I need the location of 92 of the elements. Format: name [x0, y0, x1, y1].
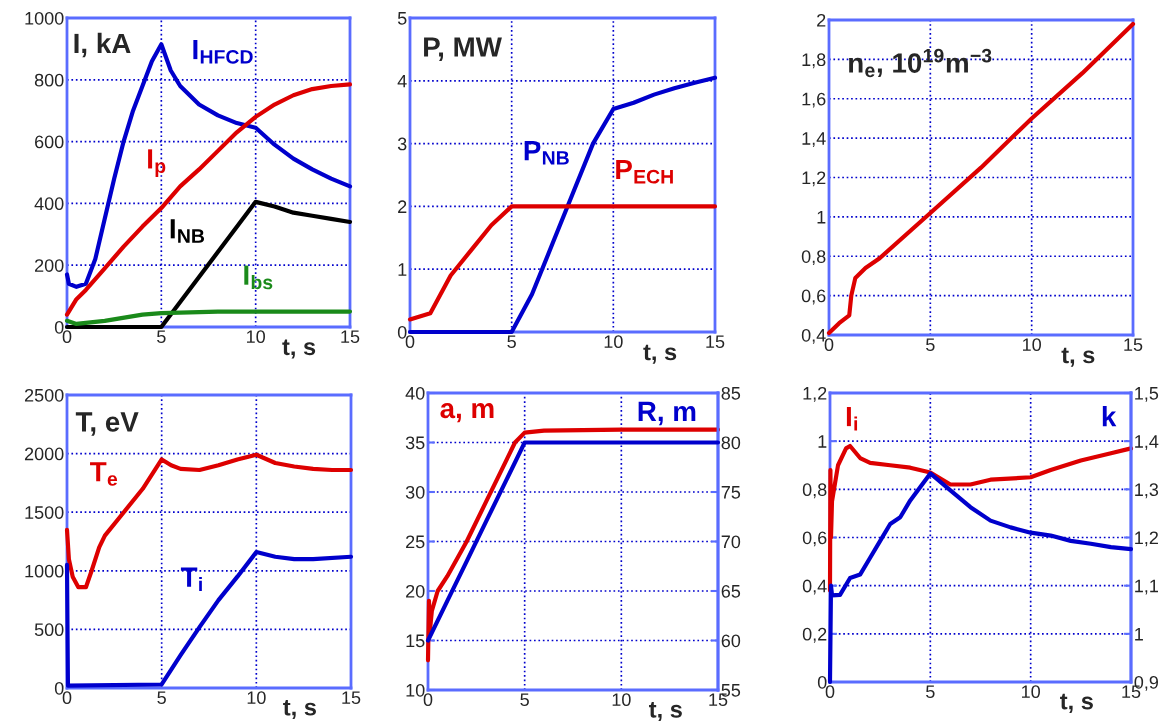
text: n$_{e}$, 10$^{19}$m$^{−3}$	[849, 48, 992, 78]
y2-tick-label: 1,5	[1135, 387, 1159, 402]
y-tick-label: 5	[397, 12, 407, 25]
y-tick-label: 1,2	[802, 171, 826, 187]
y-tick-label: 3	[397, 137, 407, 151]
x-tick-label: 15	[1124, 338, 1143, 352]
x-tick-label: 10	[604, 335, 623, 349]
y-tick-label: 1,4	[802, 132, 826, 147]
y-tick-label: 1	[817, 211, 826, 224]
y2-tick-label: 1,1	[1135, 579, 1158, 595]
text: k	[1102, 406, 1117, 427]
y-tick-label: 600	[35, 135, 64, 149]
y-tick-label: 0,6	[802, 531, 827, 547]
y-tick-label: 25	[406, 535, 425, 549]
text: T, eV	[75, 412, 139, 436]
y-tick-label: 800	[34, 73, 64, 87]
y2-tick-label: 85	[721, 386, 741, 400]
x-tick-label: 10	[1023, 338, 1041, 352]
y-tick-label: 1	[818, 435, 827, 448]
line-series	[64, 82, 353, 317]
y-tick-label: 2	[817, 13, 826, 27]
y-tick-label: 0,4	[801, 328, 826, 344]
y2-tick-label: 60	[721, 634, 741, 648]
y-tick-label: 4	[397, 74, 407, 88]
y-tick-label: 0,4	[802, 579, 827, 595]
series-label: I$_{p}$	[148, 149, 166, 177]
y-tick-label: 1500	[25, 506, 64, 519]
x-tick-label: 10	[247, 691, 266, 705]
y-tick-label: 35	[405, 436, 425, 450]
x-axis-title: t, s	[643, 344, 677, 364]
x-tick-label: 5	[926, 685, 935, 699]
x-tick-label: 10	[612, 693, 631, 707]
y-tick-label: 400	[34, 197, 64, 211]
x-axis-title: t, s	[1061, 347, 1095, 367]
y2-tick-label: 80	[721, 436, 741, 450]
series-label: T$_{e}$	[90, 462, 118, 486]
series-label: R, m	[638, 401, 696, 426]
line-series	[64, 452, 354, 590]
y-tick-label: 0	[54, 320, 64, 334]
y-tick-label: 2000	[24, 447, 64, 461]
x-tick-label: 15	[706, 335, 725, 349]
y-tick-label: 30	[405, 485, 425, 499]
chart-title: I, kA	[74, 32, 131, 58]
y-tick-label: 15	[406, 634, 425, 648]
y-tick-label: 1,6	[802, 92, 826, 108]
y2-tick-label: 75	[721, 486, 741, 499]
x-tick-label: 5	[507, 335, 516, 349]
x-tick-label: 5	[926, 338, 935, 352]
y-tick-label: 0,6	[801, 289, 826, 305]
x-tick-label: 5	[520, 693, 529, 707]
series-label: I$_{i}$	[846, 407, 858, 431]
line-series	[827, 443, 1134, 593]
y-tick-label: 1,2	[803, 386, 827, 402]
series-label: P$_{ECH}$	[616, 159, 673, 184]
y-tick-label: 40	[405, 386, 425, 400]
x-tick-label: 5	[157, 691, 166, 705]
y-tick-label: 2500	[24, 388, 64, 402]
x-tick-label: 10	[1022, 685, 1040, 699]
y-tick-label: 0,8	[802, 483, 827, 499]
y-tick-label: 1000	[25, 564, 64, 578]
y2-tick-label: 65	[721, 584, 741, 598]
x-tick-label: 15	[341, 330, 360, 344]
y2-tick-label: 1	[1135, 627, 1143, 641]
x-tick-label: 15	[342, 691, 361, 705]
x-axis-title: t, s	[283, 699, 316, 720]
series-label: I$_{bs}$	[244, 265, 273, 290]
y2-tick-label: 1,3	[1135, 483, 1159, 499]
y2-tick-label: 70	[721, 535, 741, 549]
x-axis-title: t, s	[282, 339, 316, 359]
series-label: a, m	[440, 403, 494, 423]
y2-tick-label: 1,2	[1135, 531, 1158, 547]
series-label: T$_{i}$	[180, 567, 202, 592]
y-tick-label: 2	[398, 200, 407, 213]
text: P, MW	[424, 37, 502, 61]
y-tick-label: 1,8	[802, 53, 826, 69]
x-tick-label: 10	[247, 330, 265, 344]
y-tick-label: 0	[817, 675, 827, 689]
y-tick-label: 1000	[25, 11, 64, 25]
x-tick-label: 5	[157, 330, 166, 344]
line-series	[407, 204, 718, 322]
series-label: I$_{HFCD}$	[193, 40, 253, 64]
y-tick-label: 200	[35, 259, 64, 272]
y-tick-label: 0,8	[801, 250, 826, 266]
y2-tick-label: 1,4	[1135, 435, 1159, 451]
series-label: I$_{NB}$	[170, 219, 205, 243]
x-axis-title: t, s	[649, 702, 682, 721]
y-tick-label: 20	[406, 584, 425, 598]
y-tick-label: 1	[398, 263, 407, 276]
y-tick-label: 0,2	[802, 627, 827, 643]
x-axis-title: t, s	[1060, 693, 1093, 713]
y-tick-label: 500	[34, 623, 64, 637]
series-label: P$_{NB}$	[524, 141, 569, 165]
